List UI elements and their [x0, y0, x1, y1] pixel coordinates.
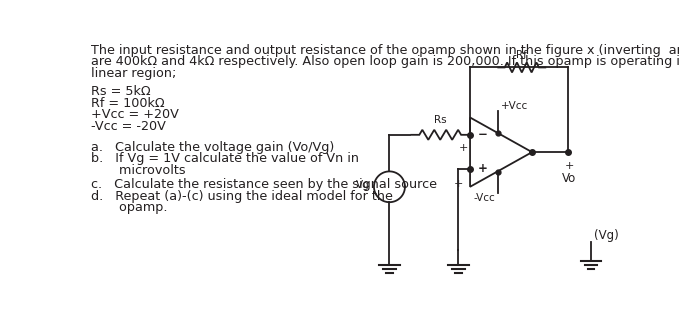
- Text: a.   Calculate the voltage gain (Vo/Vg): a. Calculate the voltage gain (Vo/Vg): [91, 141, 334, 154]
- Text: b.   If Vg = 1V calculate the value of Vn in: b. If Vg = 1V calculate the value of Vn …: [91, 152, 359, 165]
- Text: c.   Calculate the resistance seen by the signal source: c. Calculate the resistance seen by the …: [91, 178, 437, 191]
- Text: -Vcc = -20V: -Vcc = -20V: [91, 120, 166, 133]
- Text: +Vcc: +Vcc: [501, 101, 528, 111]
- Text: Rf: Rf: [516, 50, 527, 60]
- Text: +: +: [459, 143, 469, 153]
- Text: linear region;: linear region;: [91, 67, 177, 80]
- Text: Rs: Rs: [434, 115, 447, 125]
- Text: The input resistance and output resistance of the opamp shown in the figure x (i: The input resistance and output resistan…: [91, 44, 679, 57]
- Text: Rf = 100kΩ: Rf = 100kΩ: [91, 97, 165, 110]
- Text: Vo: Vo: [562, 172, 576, 185]
- Text: microvolts: microvolts: [91, 164, 185, 177]
- Text: +: +: [564, 162, 574, 171]
- Text: (Vg): (Vg): [594, 229, 619, 242]
- Text: −: −: [478, 127, 488, 141]
- Text: d.   Repeat (a)-(c) using the ideal model for the: d. Repeat (a)-(c) using the ideal model …: [91, 190, 393, 203]
- Text: +Vcc = +20V: +Vcc = +20V: [91, 108, 179, 121]
- Text: Rs = 5kΩ: Rs = 5kΩ: [91, 85, 151, 98]
- Text: +: +: [454, 179, 463, 189]
- Text: opamp.: opamp.: [91, 202, 168, 214]
- Text: +: +: [478, 162, 488, 175]
- Text: are 400kΩ and 4kΩ respectively. Also open loop gain is 200,000. If this opamp is: are 400kΩ and 4kΩ respectively. Also ope…: [91, 55, 679, 68]
- Text: Vg: Vg: [356, 180, 370, 190]
- Text: -Vcc: -Vcc: [473, 193, 495, 203]
